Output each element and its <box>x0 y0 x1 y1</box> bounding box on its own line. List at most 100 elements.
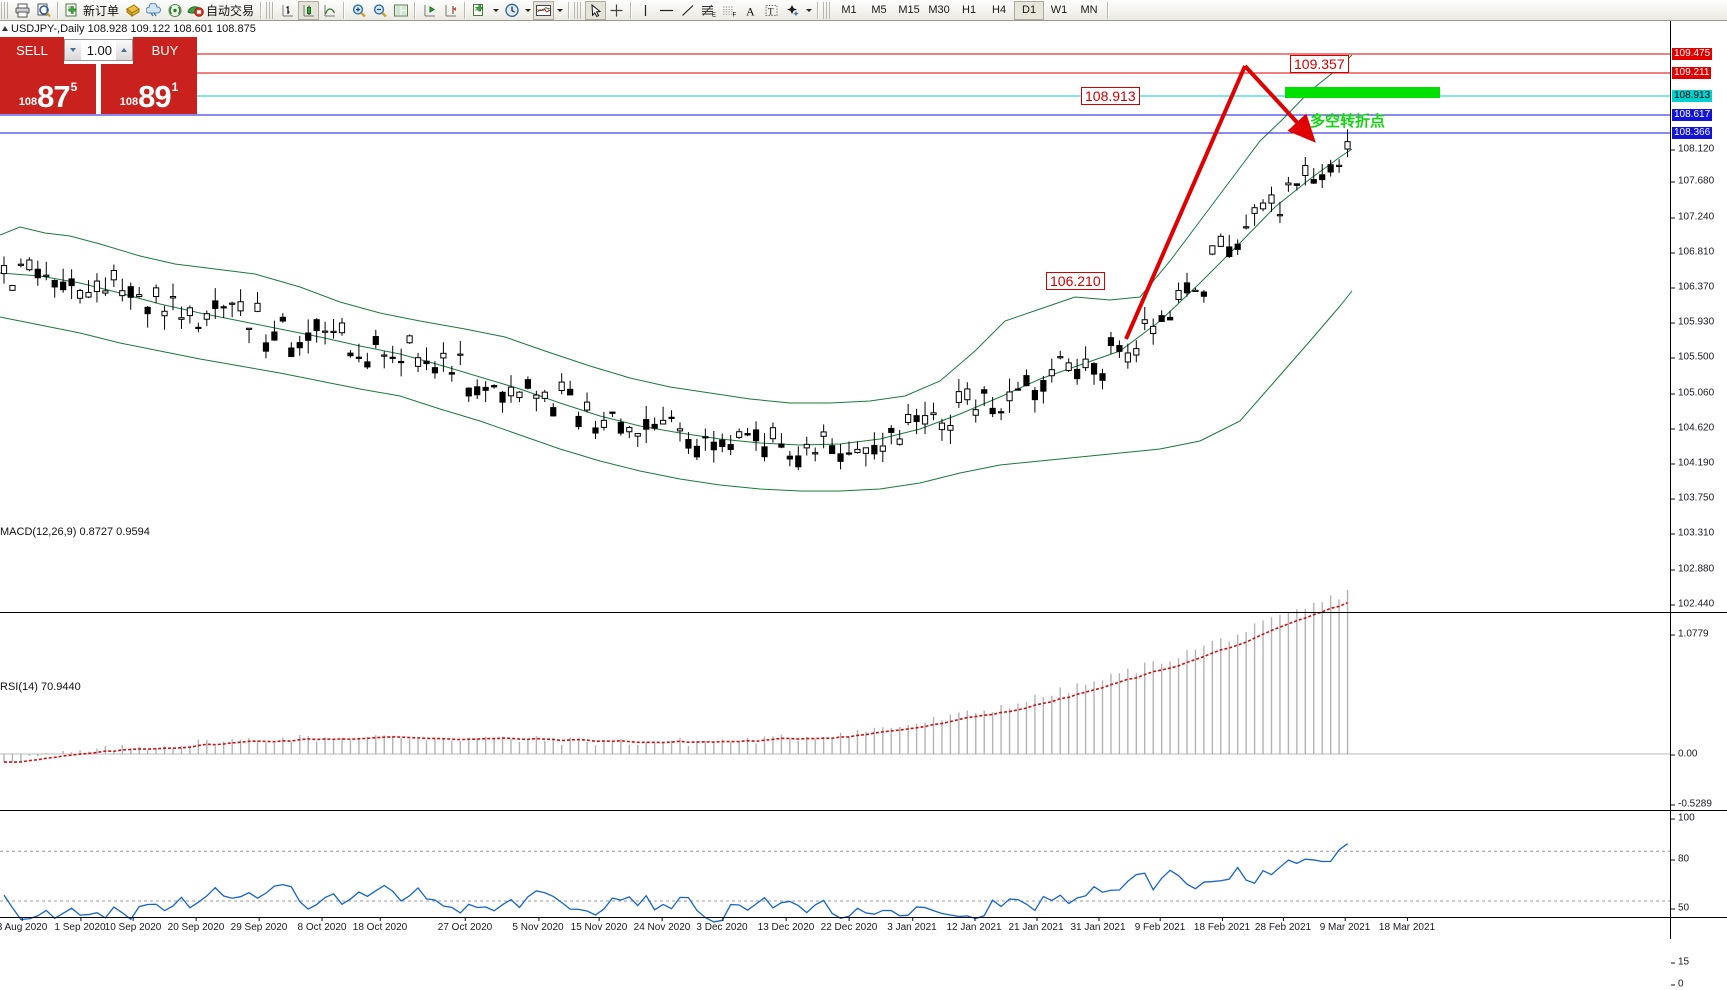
sell-fraction: 5 <box>70 80 78 94</box>
text-label-icon[interactable]: T <box>761 1 782 20</box>
indicators-icon[interactable] <box>469 1 490 20</box>
price-tick: 106.370 <box>1671 282 1714 293</box>
svg-text:E: E <box>712 12 716 17</box>
chevron-down-icon-3[interactable] <box>554 1 565 20</box>
date-axis: 3 Aug 2020 1 Sep 2020 10 Sep 2020 20 Sep 20… <box>0 917 1727 939</box>
price-tick: 104.190 <box>1671 458 1714 469</box>
fibonacci-icon[interactable]: E <box>698 1 719 20</box>
zoom-out-icon[interactable] <box>369 1 390 20</box>
toolbar-grip-3[interactable] <box>574 1 584 19</box>
period-icon[interactable] <box>501 1 522 20</box>
new-order-label[interactable]: 新订单 <box>83 3 120 18</box>
toolbar-grip-4[interactable] <box>823 1 833 19</box>
bar-chart-icon[interactable] <box>277 1 298 20</box>
chevron-down-icon-4[interactable] <box>803 1 814 20</box>
sell-pips: 87 <box>37 79 70 114</box>
sell-price-display[interactable]: 108 87 5 <box>0 64 96 114</box>
line-chart-icon[interactable] <box>319 1 340 20</box>
date-tick: 29 Sep 2020 <box>230 917 288 933</box>
timeframe-d1[interactable]: D1 <box>1014 0 1045 20</box>
auto-scroll-icon[interactable] <box>440 1 461 20</box>
strategy-tester-icon[interactable] <box>143 1 164 20</box>
print-icon[interactable] <box>12 1 33 20</box>
volume-stepper[interactable]: 1.00 <box>64 39 133 61</box>
buy-pips: 89 <box>138 79 171 114</box>
sell-button[interactable]: SELL <box>0 37 64 66</box>
new-order-icon[interactable] <box>62 1 83 20</box>
timeframe-m15[interactable]: M15 <box>898 4 920 16</box>
chevron-down-icon[interactable] <box>490 1 501 20</box>
templates-icon[interactable] <box>533 0 555 20</box>
price-tick: 105.500 <box>1671 352 1714 363</box>
timeframe-m1[interactable]: M1 <box>841 4 857 16</box>
price-level-tag-0[interactable]: 109.475 <box>1672 48 1713 60</box>
date-tick: 5 Nov 2020 <box>512 917 564 933</box>
cursor-icon[interactable] <box>585 0 607 20</box>
date-tick: 1 Sep 2020 <box>54 917 106 933</box>
macd-scale-tick: -0.5289 <box>1671 799 1712 810</box>
price-level-tag-4[interactable]: 108.366 <box>1672 127 1713 139</box>
date-tick: 28 Feb 2021 <box>1254 917 1312 933</box>
horizontal-line-icon[interactable] <box>656 1 677 20</box>
price-level-tag-3[interactable]: 108.617 <box>1672 109 1713 121</box>
vertical-line-icon[interactable] <box>635 1 656 20</box>
date-tick: 22 Dec 2020 <box>820 917 878 933</box>
date-tick: 18 Oct 2020 <box>352 917 408 933</box>
date-tick: 3 Aug 2020 <box>0 917 47 933</box>
volume-decrement-icon[interactable] <box>65 40 81 60</box>
crosshair-icon[interactable] <box>606 1 627 20</box>
timeframe-h4[interactable]: H4 <box>992 4 1007 16</box>
date-tick: 8 Oct 2020 <box>297 917 347 933</box>
timeframe-m30[interactable]: M30 <box>928 4 950 16</box>
buy-price-display[interactable]: 108 89 1 <box>101 64 197 114</box>
one-click-trading-panel[interactable]: SELL 1.00 BUY 108 87 5 108 89 1 <box>0 37 197 114</box>
svg-text:A: A <box>746 4 755 18</box>
date-tick: 31 Jan 2021 <box>1070 917 1126 933</box>
price-tick: 103.750 <box>1671 493 1714 504</box>
buy-big-figure: 108 <box>119 96 139 108</box>
price-tick: 105.060 <box>1671 388 1714 399</box>
window-tile-icon[interactable] <box>390 1 411 20</box>
annotation-low-price: 106.210 <box>1046 272 1105 290</box>
toolbar-separator-4 <box>414 1 417 19</box>
timeframe-w1[interactable]: W1 <box>1050 4 1068 16</box>
price-level-tag-1[interactable]: 109.211 <box>1672 67 1712 79</box>
chart-canvas[interactable]: USDJPY-,Daily 108.928 109.122 108.601 10… <box>0 21 1727 990</box>
date-tick: 20 Sep 2020 <box>167 917 225 933</box>
price-tick: 107.240 <box>1671 212 1714 223</box>
price-axis[interactable]: 108.120 107.680 107.240 106.810 106.370 105.9… <box>1670 21 1727 990</box>
trendline-icon[interactable] <box>677 1 698 20</box>
timeframe-mn[interactable]: MN <box>1080 4 1098 16</box>
fibo-channel-icon[interactable]: F <box>719 1 740 20</box>
date-tick: 24 Nov 2020 <box>633 917 691 933</box>
chevron-down-icon-2[interactable] <box>522 1 533 20</box>
price-level-tag-2[interactable]: 108.913 <box>1672 90 1713 102</box>
text-icon[interactable]: A <box>740 1 761 20</box>
shapes-icon[interactable] <box>782 1 803 20</box>
toolbar-grip[interactable] <box>1 1 10 19</box>
zoom-in-icon[interactable] <box>348 1 369 20</box>
auto-trading-label[interactable]: 自动交易 <box>206 3 255 18</box>
price-tick: 104.620 <box>1671 423 1714 434</box>
date-tick: 9 Mar 2021 <box>1319 917 1371 933</box>
chart-shift-icon[interactable] <box>419 1 440 20</box>
rsi-scale-tick: 15 <box>1671 957 1689 968</box>
timeframe-h1[interactable]: H1 <box>962 4 977 16</box>
volume-increment-icon[interactable] <box>116 40 132 60</box>
volume-input[interactable]: 1.00 <box>86 42 112 58</box>
date-tick: 15 Nov 2020 <box>570 917 628 933</box>
support-zone-highlight <box>1285 87 1440 98</box>
rsi-pane-divider <box>0 810 1727 811</box>
expert-advisor-icon[interactable] <box>122 1 143 20</box>
candlestick-chart-icon[interactable] <box>298 0 320 20</box>
buy-button[interactable]: BUY <box>133 37 197 66</box>
toolbar-separator-8 <box>817 1 820 19</box>
print-preview-icon[interactable] <box>33 1 54 20</box>
macd-scale-tick: 1.0779 <box>1671 629 1709 640</box>
signals-icon[interactable] <box>164 1 185 20</box>
toolbar-grip-2[interactable] <box>266 1 276 19</box>
main-toolbar: 新订单 自动交易 <box>0 0 1727 21</box>
price-tick: 102.440 <box>1671 599 1714 610</box>
timeframe-m5[interactable]: M5 <box>871 4 887 16</box>
auto-trading-icon[interactable] <box>185 1 206 20</box>
